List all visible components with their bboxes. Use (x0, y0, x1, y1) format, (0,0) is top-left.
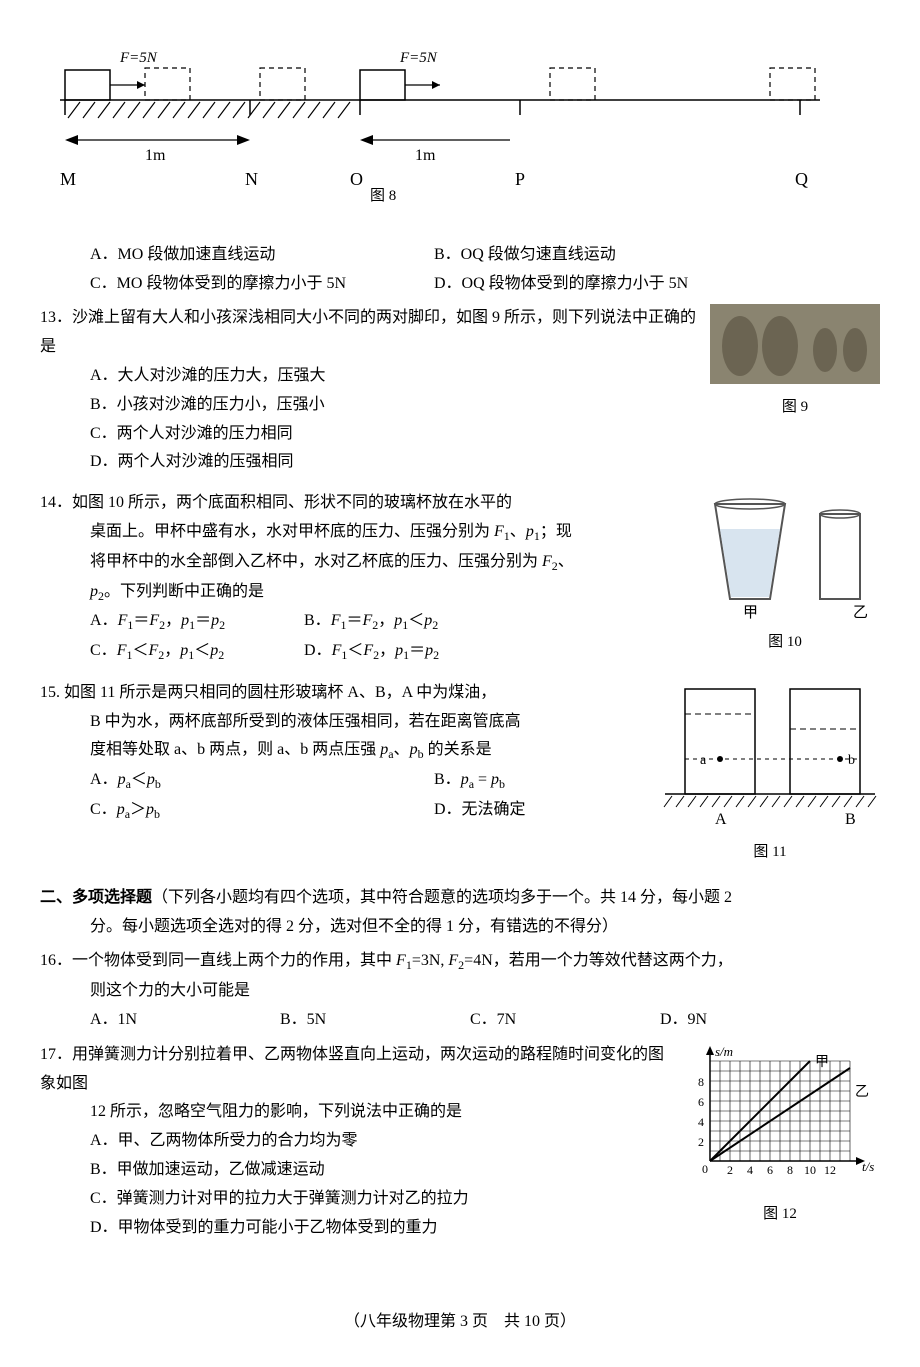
svg-text:8: 8 (698, 1075, 704, 1089)
q12-opt-b: B．OQ 段做匀速直线运动 (434, 241, 774, 270)
svg-text:s/m: s/m (715, 1044, 733, 1059)
q15-num: 15. (40, 684, 64, 701)
svg-text:图 8: 图 8 (370, 187, 396, 204)
fig10: 甲 乙 图 10 (690, 489, 880, 656)
svg-text:A: A (715, 811, 727, 828)
q16-c: C．7N (470, 1006, 660, 1035)
q12-opt-a: A．MO 段做加速直线运动 (90, 241, 430, 270)
svg-text:2: 2 (727, 1163, 733, 1177)
fig9-caption: 图 9 (710, 394, 880, 421)
q17-s1: 用弹簧测力计分别拉着甲、乙两物体竖直向上运动，两次运动的路程随时间变化的图象如图 (40, 1046, 664, 1092)
q16-b: B．5N (280, 1006, 470, 1035)
q16-a: A．1N (90, 1006, 280, 1035)
svg-text:1m: 1m (415, 147, 436, 164)
svg-text:10: 10 (804, 1163, 816, 1177)
svg-text:8: 8 (787, 1163, 793, 1177)
svg-text:O: O (350, 169, 363, 189)
page-footer: （八年级物理第 3 页 共 10 页） (40, 1308, 880, 1337)
q17: s/m t/s 2 4 6 8 2 4 6 8 10 12 0 甲 乙 图 12… (40, 1041, 880, 1243)
figure-8: F=5N F=5N 1m 1m M N O P Q 图 8 (50, 40, 880, 221)
svg-text:4: 4 (698, 1115, 704, 1129)
svg-text:F=5N: F=5N (119, 50, 158, 66)
q16: 16．一个物体受到同一直线上两个力的作用，其中 F1=3N, F2=4N，若用一… (40, 947, 880, 1034)
svg-text:4: 4 (747, 1163, 753, 1177)
q16-opts: A．1N B．5N C．7N D．9N (40, 1006, 880, 1035)
svg-text:a: a (700, 753, 707, 768)
svg-text:1m: 1m (145, 147, 166, 164)
q12-opt-d: D．OQ 段物体受到的摩擦力小于 5N (434, 270, 774, 299)
svg-text:0: 0 (702, 1162, 708, 1176)
q12-opt-c: C．MO 段物体受到的摩擦力小于 5N (90, 270, 430, 299)
svg-text:N: N (245, 169, 258, 189)
svg-text:6: 6 (698, 1095, 704, 1109)
q16-s3: 则这个力的大小可能是 (40, 977, 880, 1006)
q12-options: A．MO 段做加速直线运动 B．OQ 段做匀速直线运动 C．MO 段物体受到的摩… (40, 241, 880, 299)
fig11: a b A B 图 11 (660, 679, 880, 866)
q16-d: D．9N (660, 1006, 810, 1035)
svg-text:t/s: t/s (862, 1159, 874, 1174)
fig8-svg: F=5N F=5N 1m 1m M N O P Q 图 8 (50, 40, 830, 210)
svg-text:12: 12 (824, 1163, 836, 1177)
svg-text:乙: 乙 (855, 1084, 869, 1100)
svg-text:M: M (60, 169, 76, 189)
q13-opt-d: D．两个人对沙滩的压强相同 (40, 448, 880, 477)
svg-text:2: 2 (698, 1135, 704, 1149)
q16-num: 16． (40, 952, 72, 969)
q13-opt-c: C．两个人对沙滩的压力相同 (40, 420, 880, 449)
fig10-caption: 图 10 (690, 629, 880, 656)
q14-stem1: 如图 10 所示，两个底面积相同、形状不同的玻璃杯放在水平的 (72, 494, 512, 511)
fig9: 图 9 (710, 304, 880, 421)
svg-text:b: b (848, 753, 855, 768)
svg-text:F=5N: F=5N (399, 50, 438, 66)
q15: a b A B 图 11 15. 如图 11 所示是两只相同的圆柱形玻璃杯 A、… (40, 679, 880, 826)
fig12: s/m t/s 2 4 6 8 2 4 6 8 10 12 0 甲 乙 图 12 (680, 1041, 880, 1228)
fig11-caption: 图 11 (660, 839, 880, 866)
svg-text:甲: 甲 (815, 1055, 829, 1070)
q14-num: 14． (40, 494, 72, 511)
svg-text:Q: Q (795, 169, 808, 189)
svg-text:B: B (845, 811, 856, 828)
svg-text:P: P (515, 169, 525, 189)
q13-stem: 沙滩上留有大人和小孩深浅相同大小不同的两对脚印，如图 9 所示，则下列说法中正确… (40, 309, 696, 355)
q13-num: 13． (40, 309, 72, 326)
fig12-caption: 图 12 (680, 1201, 880, 1228)
svg-text:乙: 乙 (853, 605, 868, 619)
section2-title: 二、多项选择题（下列各小题均有四个选项，其中符合题意的选项均多于一个。共 14 … (40, 884, 880, 913)
svg-text:6: 6 (767, 1163, 773, 1177)
svg-text:甲: 甲 (743, 605, 758, 619)
q14: 甲 乙 图 10 14．如图 10 所示，两个底面积相同、形状不同的玻璃杯放在水… (40, 489, 880, 667)
q17-num: 17． (40, 1046, 72, 1063)
section2-desc2: 分。每小题选项全选对的得 2 分，选对但不全的得 1 分，有错选的不得分） (40, 913, 880, 942)
q15-s1: 如图 11 所示是两只相同的圆柱形玻璃杯 A、B，A 中为煤油， (64, 684, 496, 701)
q13: 图 9 13．沙滩上留有大人和小孩深浅相同大小不同的两对脚印，如图 9 所示，则… (40, 304, 880, 477)
